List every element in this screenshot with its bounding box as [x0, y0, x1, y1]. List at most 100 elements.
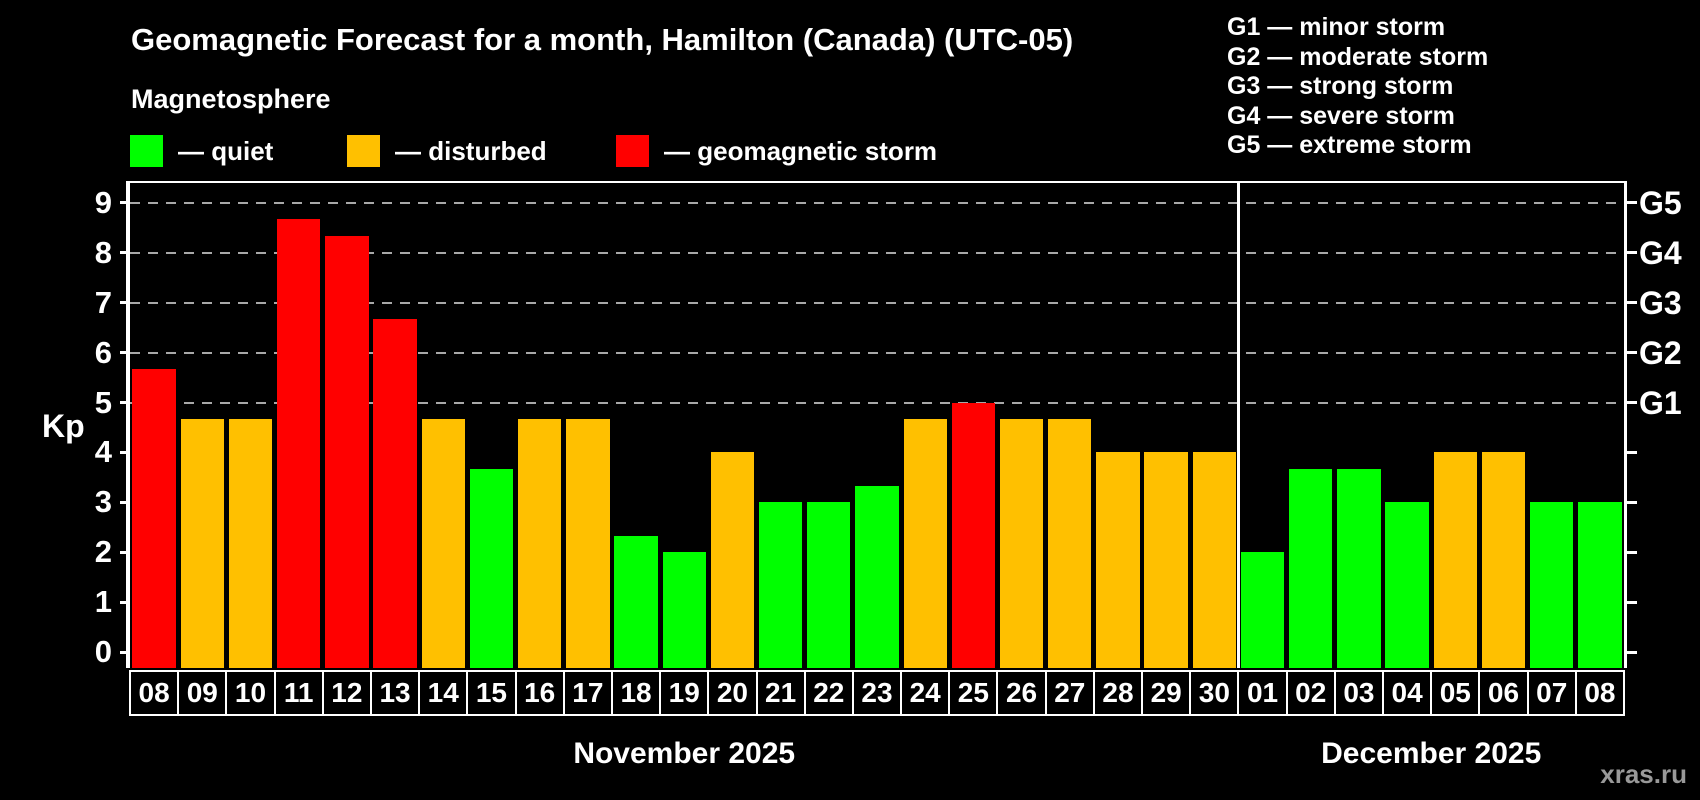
- disturbed-color-swatch: [347, 135, 380, 167]
- kp-bar-day-20: [710, 452, 755, 668]
- y-axis-tick: [120, 600, 130, 604]
- right-axis-tick: [1627, 450, 1637, 454]
- date-cell: 22: [803, 670, 854, 716]
- kp-bar-day-05: [1433, 452, 1477, 668]
- date-cell: 30: [1189, 670, 1240, 716]
- date-cell: 07: [1526, 670, 1577, 716]
- right-axis-tick: [1627, 301, 1637, 305]
- y-axis-tick: [120, 201, 130, 205]
- y-tick-label: 7: [94, 284, 112, 320]
- date-cell: 08: [129, 670, 180, 716]
- right-axis-tick: [1627, 650, 1637, 654]
- kp-bar-day-06: [1481, 452, 1526, 668]
- kp-bar-day-22: [807, 502, 851, 668]
- date-cell: 25: [948, 670, 999, 716]
- date-cell: 08: [1574, 670, 1625, 716]
- kp-bar-day-11: [276, 219, 321, 668]
- date-cell: 26: [996, 670, 1047, 716]
- y-tick-label: 2: [94, 534, 112, 570]
- date-cell: 15: [466, 670, 517, 716]
- right-axis-line: [1624, 181, 1627, 668]
- kp-bar-day-17: [566, 418, 610, 668]
- gridline-kp-7: [130, 301, 1624, 304]
- kp-bar-day-09: [180, 418, 224, 668]
- g-scale-legend-line: G2 — moderate storm: [1227, 42, 1489, 71]
- date-cell: 14: [418, 670, 469, 716]
- right-axis-tick: [1627, 550, 1637, 554]
- month-label: November 2025: [573, 737, 796, 770]
- g-scale-legend: G1 — minor storm G2 — moderate storm G3 …: [1227, 13, 1488, 161]
- date-cell: 05: [1430, 670, 1481, 716]
- y-tick-label: 8: [94, 234, 112, 270]
- kp-bar-day-12: [325, 236, 369, 668]
- y-axis-tick: [120, 650, 130, 654]
- y-axis-tick: [120, 301, 130, 305]
- g-scale-legend-line: G5 — extreme storm: [1227, 131, 1472, 159]
- date-cell: 21: [755, 670, 806, 716]
- g-scale-legend-line: G4 — severe storm: [1227, 101, 1455, 130]
- kp-bar-day-30: [1192, 452, 1237, 668]
- kp-bar-day-04: [1385, 502, 1429, 668]
- kp-bar-day-08: [132, 369, 176, 668]
- g-scale-axis-label: G3: [1639, 284, 1682, 321]
- kp-bar-day-26: [999, 418, 1044, 668]
- month-divider: [1236, 183, 1240, 668]
- date-cell: 24: [900, 670, 951, 716]
- kp-bar-day-16: [517, 418, 562, 668]
- y-tick-label: 1: [94, 584, 112, 620]
- date-cell: 13: [369, 670, 421, 716]
- kp-bar-day-07: [1530, 502, 1574, 668]
- storm-color-swatch: [616, 135, 649, 167]
- y-tick-label: 0: [94, 634, 112, 669]
- y-tick-label: 4: [94, 434, 112, 470]
- y-tick-label: 3: [94, 484, 112, 520]
- right-axis-tick: [1627, 351, 1637, 355]
- kp-bar-day-15: [469, 468, 514, 668]
- date-cell: 29: [1141, 670, 1192, 716]
- month-label: December 2025: [1321, 737, 1542, 770]
- gridline-kp-8: [130, 251, 1624, 254]
- right-axis-tick: [1627, 401, 1637, 404]
- date-cell: 10: [225, 670, 276, 716]
- right-axis-tick: [1627, 201, 1637, 205]
- y-axis-tick: [120, 450, 130, 454]
- date-cell: 04: [1382, 670, 1433, 716]
- g-scale-axis-label: G5: [1639, 184, 1682, 221]
- y-axis-title: Kp: [42, 408, 85, 444]
- date-cell: 11: [273, 670, 324, 716]
- kp-bar-day-02: [1289, 468, 1333, 668]
- date-cell: 17: [562, 670, 613, 716]
- y-axis-tick: [120, 401, 130, 404]
- kp-bar-day-21: [758, 502, 803, 668]
- quiet-color-swatch: [130, 135, 163, 167]
- date-cell: 02: [1285, 670, 1336, 716]
- plot-top-border: [126, 181, 1627, 183]
- date-cell: 27: [1044, 670, 1095, 716]
- date-cell: 09: [177, 670, 228, 716]
- right-axis-tick: [1627, 500, 1637, 504]
- legend-item-disturbed: — disturbed: [347, 135, 547, 167]
- kp-bar-day-14: [421, 418, 465, 668]
- gridline-kp-6: [130, 351, 1624, 354]
- y-axis-line: [126, 181, 130, 668]
- kp-bar-day-27: [1048, 418, 1092, 668]
- date-cell: 23: [851, 670, 903, 716]
- date-cell: 03: [1333, 670, 1385, 716]
- kp-bar-day-28: [1096, 452, 1140, 668]
- g-scale-legend-line: G3 — strong storm: [1227, 72, 1454, 100]
- legend-item-storm: — geomagnetic storm: [616, 135, 937, 167]
- y-axis-tick: [120, 500, 130, 504]
- chart-subtitle: Magnetosphere: [131, 84, 331, 114]
- date-cell: 18: [610, 670, 662, 716]
- kp-bar-day-24: [903, 418, 947, 668]
- date-cell: 20: [707, 670, 758, 716]
- kp-bar-day-13: [373, 319, 417, 668]
- date-cell: 01: [1237, 670, 1288, 716]
- watermark: xras.ru: [1600, 759, 1687, 789]
- right-axis-tick: [1627, 600, 1637, 604]
- legend-label: — quiet: [178, 135, 274, 166]
- y-tick-label: 5: [94, 384, 112, 420]
- kp-bar-day-29: [1144, 452, 1188, 668]
- g-scale-axis-label: G4: [1639, 234, 1682, 271]
